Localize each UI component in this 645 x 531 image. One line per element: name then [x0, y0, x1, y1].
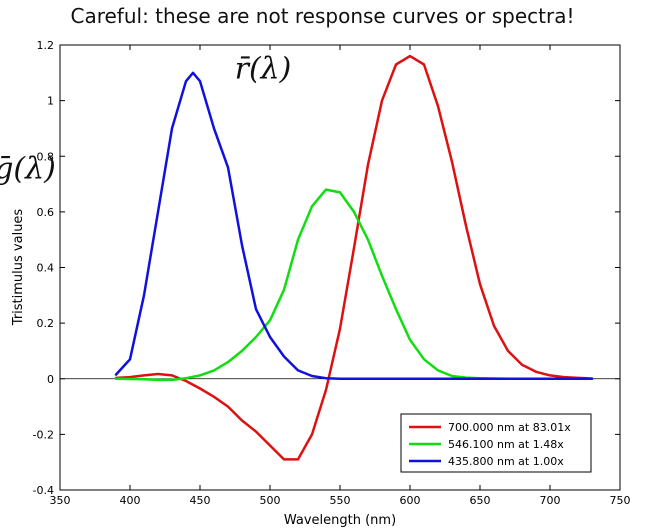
y-tick-label: 1	[47, 95, 54, 108]
x-tick-label: 650	[470, 494, 491, 507]
x-tick-label: 750	[610, 494, 631, 507]
x-tick-label: 350	[50, 494, 71, 507]
x-tick-label: 600	[400, 494, 421, 507]
legend: 700.000 nm at 83.01x 546.100 nm at 1.48x 4…	[400, 413, 592, 473]
curve-labels: r̄(λ)ḡ(λ)b̄(λ)	[0, 51, 292, 187]
x-tick-label: 500	[260, 494, 281, 507]
x-tick-label: 400	[120, 494, 141, 507]
y-tick-label: 0.8	[37, 150, 55, 163]
axis-ticks: 350 400 450 500 550 600 650 700 750 -0.4 -0.2 0 0.2 0…	[33, 39, 631, 507]
y-tick-label: 0.4	[37, 262, 55, 275]
x-tick-label: 450	[190, 494, 211, 507]
series-layer	[114, 54, 594, 461]
series-line-2	[114, 71, 594, 380]
x-tick-label: 700	[540, 494, 561, 507]
curve-label-0: r̄(λ)	[235, 51, 292, 86]
curve-label-1: ḡ(λ)	[0, 152, 56, 187]
series-line-0	[114, 54, 594, 461]
y-tick-label: 0.2	[37, 317, 55, 330]
x-axis-label: Wavelength (nm)	[284, 513, 396, 528]
y-tick-label: 0	[47, 373, 54, 386]
legend-entry-2: 435.800 nm at 1.00x	[448, 455, 564, 468]
legend-entry-1: 546.100 nm at 1.48x	[448, 438, 564, 451]
y-tick-label: -0.4	[33, 484, 54, 497]
y-axis-label: Tristimulus values	[11, 209, 26, 327]
banner-heading: Careful: these are not response curves o…	[70, 4, 575, 28]
y-tick-label: 0.6	[37, 206, 55, 219]
y-tick-label: -0.2	[33, 428, 54, 441]
legend-entry-0: 700.000 nm at 83.01x	[448, 421, 571, 434]
y-tick-label: 1.2	[37, 39, 55, 52]
x-tick-label: 550	[330, 494, 351, 507]
